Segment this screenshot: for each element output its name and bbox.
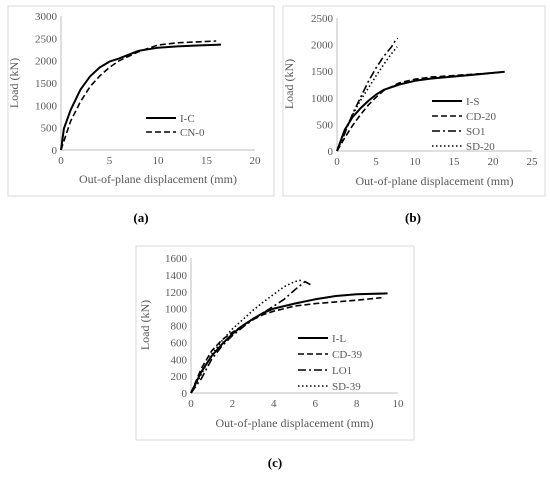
x-tick-label: 5 — [373, 156, 379, 168]
series-line-i-c — [60, 43, 222, 151]
x-tick-label: 15 — [201, 155, 213, 167]
y-tick-label: 2000 — [35, 56, 58, 68]
y-tick-label: 1000 — [311, 93, 334, 105]
chart-panel-c: 0 2 4 6 8 10 0 200 400 600 800 1000 1200 1400 1600 Out-… — [135, 245, 415, 441]
chart-panel-b: 0 5 10 15 20 25 0 500 1000 1500 2000 2500 Out-of-pla… — [282, 5, 546, 197]
y-tick-label: 500 — [317, 119, 334, 131]
y-tick-label: 0 — [52, 145, 58, 157]
y-tick-label: 2500 — [35, 33, 58, 45]
x-axis-label: Out-of-plane displacement (mm) — [79, 172, 237, 186]
y-axis-label: Load (kN) — [138, 300, 152, 350]
caption-c: (c) — [268, 455, 282, 470]
y-tick-label: 200 — [171, 371, 188, 383]
legend-label: SD-20 — [466, 141, 495, 153]
x-tick-label: 10 — [153, 155, 165, 167]
chart-frame — [135, 245, 415, 441]
x-tick-label: 0 — [188, 398, 194, 410]
y-tick-label: 0 — [328, 146, 334, 158]
y-tick-label: 1000 — [35, 100, 58, 112]
y-tick-label: 2500 — [311, 13, 334, 25]
y-tick-label: 1400 — [165, 270, 188, 282]
y-tick-label: 400 — [171, 354, 188, 366]
legend-label: CN-0 — [180, 127, 205, 139]
x-tick-label: 20 — [488, 156, 500, 168]
series-line-cn-0 — [60, 40, 217, 151]
x-tick-label: 5 — [107, 155, 113, 167]
y-tick-label: 1500 — [35, 78, 58, 90]
x-tick-label: 8 — [354, 398, 360, 410]
y-tick-label: 1600 — [165, 253, 188, 265]
x-tick-label: 6 — [312, 398, 318, 410]
legend-label: LO1 — [332, 365, 352, 377]
y-tick-label: 2000 — [311, 40, 334, 52]
legend-label: I-L — [332, 333, 346, 345]
x-tick-label: 10 — [393, 398, 405, 410]
y-axis-label: Load (kN) — [7, 58, 21, 108]
legend-label: SD-39 — [332, 381, 361, 393]
series-line-so1 — [336, 37, 399, 152]
legend-label: I-S — [466, 96, 479, 108]
chart-frame — [282, 5, 546, 197]
x-axis-label: Out-of-plane displacement (mm) — [356, 174, 514, 188]
y-tick-label: 1000 — [165, 304, 188, 316]
x-tick-label: 0 — [58, 155, 64, 167]
x-tick-label: 0 — [334, 156, 340, 168]
x-tick-label: 10 — [410, 156, 422, 168]
legend-label: CD-20 — [466, 111, 496, 123]
legend-label: CD-39 — [332, 349, 362, 361]
x-tick-label: 4 — [271, 398, 277, 410]
y-tick-label: 800 — [171, 321, 188, 333]
legend-label: SO1 — [466, 126, 486, 138]
y-tick-label: 3000 — [35, 11, 58, 23]
y-tick-label: 1500 — [311, 66, 334, 78]
series-line-cd-39 — [190, 296, 382, 394]
series-line-cd-20 — [336, 71, 501, 152]
y-tick-label: 500 — [41, 123, 58, 135]
x-tick-label: 15 — [449, 156, 461, 168]
caption-a: (a) — [133, 210, 148, 225]
series-line-sd-39 — [190, 279, 303, 394]
x-tick-label: 20 — [250, 155, 262, 167]
y-tick-label: 600 — [171, 337, 188, 349]
x-tick-label: 2 — [230, 398, 236, 410]
y-tick-label: 1200 — [165, 287, 188, 299]
y-tick-label: 0 — [182, 388, 188, 400]
caption-b: (b) — [405, 210, 421, 225]
x-tick-label: 25 — [527, 156, 539, 168]
legend-label: I-C — [180, 113, 195, 125]
x-axis-label: Out-of-plane displacement (mm) — [216, 416, 374, 430]
series-line-lo1 — [190, 280, 312, 394]
chart-panel-a: 0 5 10 15 20 0 500 1000 1500 2000 2500 3000 Out-of-p… — [7, 5, 275, 197]
y-axis-label: Load (kN) — [282, 59, 296, 109]
chart-frame — [7, 5, 275, 197]
